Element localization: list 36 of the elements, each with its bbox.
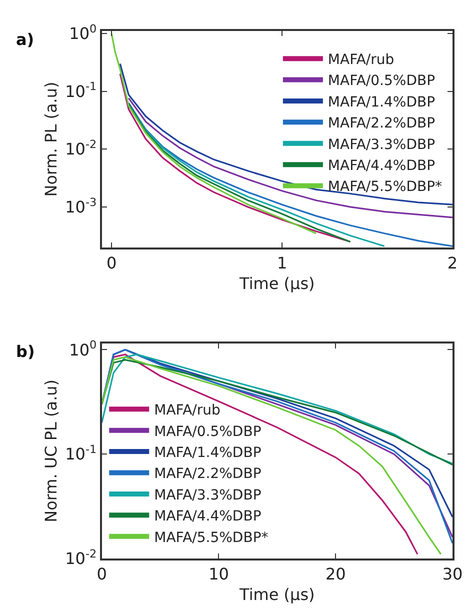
- x-axis-title: Time (μs): [238, 584, 315, 604]
- x-axis-title: Time (μs): [238, 274, 315, 293]
- legend-label: MAFA/0.5%DBP: [328, 73, 436, 90]
- text: a): [16, 30, 34, 49]
- line-series: [128, 97, 453, 218]
- legend-label: MAFA/2.2%DBP: [154, 466, 262, 482]
- legend-label: MAFA/5.5%DBP*: [154, 530, 268, 546]
- y-tick-label: 10$^{0}$: [69, 338, 97, 360]
- legend-label: MAFA/rub: [328, 52, 394, 68]
- legend-label: MAFA/rub: [154, 402, 220, 419]
- y-axis-title: Norm. UC PL (a.u): [42, 379, 61, 522]
- legend-label: MAFA/1.4%DBP: [154, 445, 262, 462]
- y-tick-label: 10$^{-3}$: [65, 196, 97, 217]
- legend-label: MAFA/4.4%DBP: [328, 158, 436, 174]
- y-tick-label: 10$^{-1}$: [65, 442, 97, 464]
- legend-label: MAFA/2.2%DBP: [328, 116, 436, 132]
- x-tick-label: 0: [96, 564, 107, 584]
- x-tick-label: 10: [208, 564, 229, 584]
- legend-label: MAFA/3.3%DBP: [154, 487, 262, 504]
- y-tick-label: 10$^{-2}$: [65, 138, 97, 159]
- x-tick-label: 30: [442, 564, 463, 584]
- y-tick-label: 10$^{-1}$: [65, 80, 97, 101]
- x-tick-label: 1: [276, 254, 288, 273]
- text: b): [16, 342, 35, 361]
- y-tick-label: 10$^{0}$: [69, 22, 97, 44]
- legend-label: MAFA/4.4%DBP: [154, 508, 262, 525]
- y-axis-title: Norm. PL (a.u): [42, 82, 61, 197]
- line-series: [110, 32, 317, 234]
- y-tick-label: 10$^{-2}$: [65, 547, 97, 568]
- legend-label: MAFA/1.4%DBP: [328, 94, 436, 110]
- legend-label: MAFA/3.3%DBP: [328, 136, 436, 153]
- legend-label: MAFA/5.5%DBP*: [328, 179, 442, 196]
- x-tick-label: 2: [447, 254, 458, 273]
- x-tick-label: 0: [106, 254, 117, 273]
- x-tick-label: 20: [325, 564, 346, 584]
- legend-label: MAFA/0.5%DBP: [154, 424, 262, 440]
